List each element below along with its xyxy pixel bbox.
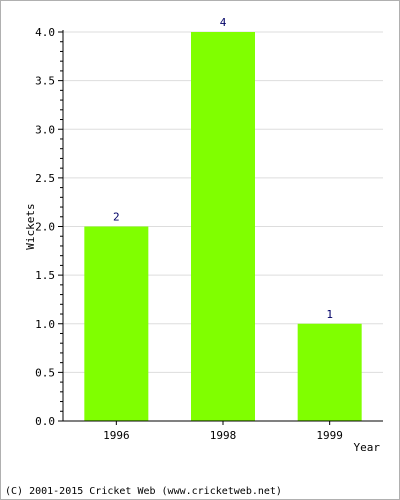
y-tick-label: 4.0 [35, 26, 55, 39]
y-tick-label: 1.0 [35, 318, 55, 331]
data-label: 1 [326, 308, 333, 321]
x-tick-label: 1998 [210, 429, 237, 442]
bar [191, 32, 255, 421]
y-tick-label: 2.0 [35, 221, 55, 234]
data-label: 4 [220, 16, 227, 29]
x-tick-label: 1999 [316, 429, 343, 442]
bar [297, 323, 362, 421]
y-tick-label: 2.5 [35, 172, 55, 185]
data-label: 2 [113, 211, 120, 224]
bar [84, 226, 149, 421]
y-tick-label: 3.5 [35, 75, 55, 88]
bars-layer [84, 32, 362, 421]
y-tick-label: 1.5 [35, 269, 55, 282]
copyright-footer: (C) 2001-2015 Cricket Web (www.cricketwe… [5, 486, 282, 497]
bar-chart: 0.0 0.5 1.0 1.5 2.0 2.5 3.0 3.5 4.0 2 1996 4 1998 1 19… [24, 16, 383, 454]
labels-layer: 0.0 0.5 1.0 1.5 2.0 2.5 3.0 3.5 4.0 2 1996 4 1998 1 19… [24, 16, 380, 454]
y-axis-title: Wickets [24, 203, 37, 249]
x-axis-title: Year [354, 441, 381, 454]
axes-layer [58, 30, 383, 425]
y-tick-label: 3.0 [35, 123, 55, 136]
y-tick-label: 0.5 [35, 366, 55, 379]
x-tick-label: 1996 [103, 429, 130, 442]
y-tick-label: 0.0 [35, 415, 55, 428]
